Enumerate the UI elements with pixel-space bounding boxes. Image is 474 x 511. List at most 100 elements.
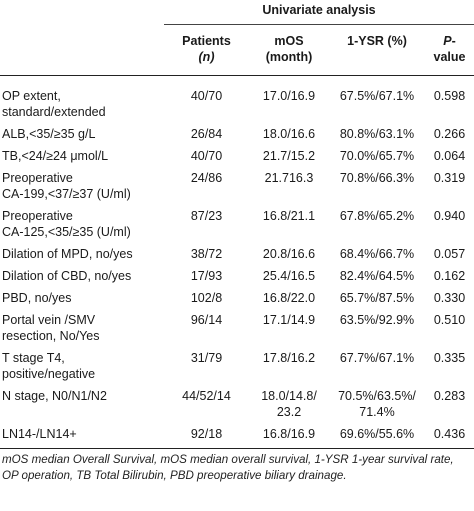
row-label-cell: ALB,<35/≥35 g/L <box>0 124 164 146</box>
row-label-cell: PBD, no/yes <box>0 288 164 310</box>
patients-cell: 44/52/14 <box>182 389 231 403</box>
pvalue-cell: 0.436 <box>433 427 466 441</box>
table-row: Preoperative CA-199,<37/≥37 (U/ml) 24/86 21… <box>0 168 474 206</box>
patients-column-header: Patients (n) <box>164 25 249 76</box>
row-label-cell-line: N stage, N0/N1/N2 <box>2 389 107 403</box>
mos-cell-line: 23.2 <box>276 405 302 419</box>
table-row: ALB,<35/≥35 g/L 26/84 18.0/16.6 80.8%/63.1%… <box>0 124 474 146</box>
row-label-cell-line: PBD, no/yes <box>2 291 72 305</box>
mos-column-header: mOS (month) <box>249 25 329 76</box>
patients-cell: 17/93 <box>190 269 223 283</box>
pvalue-column-header: P-value <box>425 25 474 76</box>
ysr-cell: 70.0%/65.7% <box>339 149 415 163</box>
patients-cell: 26/84 <box>190 127 223 141</box>
pvalue-cell: 0.510 <box>433 313 466 327</box>
patients-cell: 40/70 <box>190 149 223 163</box>
table-row: PBD, no/yes 102/8 16.8/22.0 65.7%/87.5% 0.33… <box>0 288 474 310</box>
pvalue-cell: 0.330 <box>433 291 466 305</box>
pvalue-cell: 0.162 <box>433 269 466 283</box>
mos-cell: 16.8/16.9 <box>262 427 316 441</box>
table-row: LN14-/LN14+ 92/18 16.8/16.9 69.6%/55.6% 0.43… <box>0 424 474 449</box>
row-label-cell-line: resection, No/Yes <box>2 329 100 343</box>
patients-cell: 24/86 <box>190 171 223 185</box>
patients-header-sub: (n) <box>198 50 215 64</box>
row-label-cell-line: LN14-/LN14+ <box>2 427 77 441</box>
mos-cell: 17.8/16.2 <box>262 351 316 365</box>
patients-cell: 102/8 <box>190 291 223 305</box>
row-label-cell: LN14-/LN14+ <box>0 424 164 449</box>
row-label-cell-line: OP extent, <box>2 89 61 103</box>
row-label-cell-line: positive/negative <box>2 367 96 381</box>
table-row: Portal vein /SMV resection, No/Yes 96/14 17… <box>0 310 474 348</box>
row-label-cell-line: Preoperative <box>2 171 73 185</box>
pvalue-cell: 0.598 <box>433 89 466 103</box>
row-label-cell-line: Preoperative <box>2 209 73 223</box>
row-label-cell: TB,<24/≥24 μmol/L <box>0 146 164 168</box>
row-label-cell: Dilation of MPD, no/yes <box>0 244 164 266</box>
row-label-cell: Portal vein /SMV resection, No/Yes <box>0 310 164 348</box>
footnote-line-2: OP operation, TB Total Bilirubin, PBD pr… <box>2 469 347 482</box>
patients-cell: 40/70 <box>190 89 223 103</box>
mos-cell: 18.0/16.6 <box>262 127 316 141</box>
patients-cell: 31/79 <box>190 351 223 365</box>
mos-cell: 18.0/14.8/23.2 <box>249 386 329 424</box>
mos-cell: 16.8/22.0 <box>262 291 316 305</box>
row-label-cell-line: Dilation of MPD, no/yes <box>2 247 133 261</box>
mos-cell-line: 18.0/14.8/ <box>261 389 317 403</box>
row-label-cell: OP extent, standard/extended <box>0 76 164 125</box>
table-body: OP extent, standard/extended 40/70 17.0/16.… <box>0 76 474 449</box>
blank-header-cell <box>0 0 164 25</box>
group-header-row: Univariate analysis <box>0 0 474 25</box>
table-row: TB,<24/≥24 μmol/L 40/70 21.7/15.2 70.0%/65.… <box>0 146 474 168</box>
ysr-cell: 70.5%/63.5%/ 71.4% <box>329 386 425 424</box>
pvalue-header-p: P <box>443 34 452 48</box>
table-row: OP extent, standard/extended 40/70 17.0/16.… <box>0 76 474 125</box>
row-label-cell-line: standard/extended <box>2 105 106 119</box>
mos-header-sub: (month) <box>265 50 313 64</box>
row-label-cell-line: CA-199,<37/≥37 (U/ml) <box>2 187 131 201</box>
univariate-table: Univariate analysis Patients (n) mOS (mo… <box>0 0 474 449</box>
mos-cell: 25.4/16.5 <box>262 269 316 283</box>
ysr-cell-line: 70.5%/63.5%/ <box>338 389 416 403</box>
row-label-cell: Preoperative CA-199,<37/≥37 (U/ml) <box>0 168 164 206</box>
mos-cell: 17.0/16.9 <box>262 89 316 103</box>
row-label-cell-line: TB,<24/≥24 μmol/L <box>2 149 109 163</box>
ysr-cell-line: 71.4% <box>359 405 395 419</box>
pvalue-cell: 0.335 <box>433 351 466 365</box>
ysr-cell: 67.5%/67.1% <box>339 89 415 103</box>
patients-cell: 92/18 <box>190 427 223 441</box>
ysr-cell: 63.5%/92.9% <box>339 313 415 327</box>
ysr-cell: 67.7%/67.1% <box>339 351 415 365</box>
row-label-cell: N stage, N0/N1/N2 <box>0 386 164 424</box>
pvalue-cell: 0.319 <box>433 171 466 185</box>
patients-cell: 96/14 <box>190 313 223 327</box>
pvalue-cell: 0.266 <box>433 127 466 141</box>
ysr-cell: 70.8%/66.3% <box>339 171 415 185</box>
ysr-column-header: 1-YSR (%) <box>347 34 407 48</box>
mos-header-text: mOS <box>274 34 304 48</box>
ysr-cell: 65.7%/87.5% <box>339 291 415 305</box>
ysr-cell: 69.6%/55.6% <box>339 427 415 441</box>
pvalue-header-rest: -value <box>433 34 466 64</box>
label-column-header <box>0 25 164 76</box>
table-row: T stage T4, positive/negative 31/79 17.8/16… <box>0 348 474 386</box>
table-footnote: mOS median Overall Survival, mOS median … <box>0 449 474 484</box>
ysr-cell: 67.8%/65.2% <box>339 209 415 223</box>
mos-cell: 17.1/14.9 <box>262 313 316 327</box>
row-label-cell-line: Portal vein /SMV <box>2 313 96 327</box>
row-label-cell: Preoperative CA-125,<35/≥35 (U/ml) <box>0 206 164 244</box>
univariate-group-header: Univariate analysis <box>164 0 474 25</box>
patients-header-text: Patients <box>182 34 231 48</box>
patients-cell: 38/72 <box>190 247 223 261</box>
ysr-cell: 82.4%/64.5% <box>339 269 415 283</box>
pvalue-cell: 0.283 <box>433 389 466 403</box>
mos-cell: 20.8/16.6 <box>262 247 316 261</box>
table-row: Dilation of MPD, no/yes 38/72 20.8/16.6 68.… <box>0 244 474 266</box>
column-header-row: Patients (n) mOS (month) 1-YSR (%) P-val… <box>0 25 474 76</box>
row-label-cell-line: ALB,<35/≥35 g/L <box>2 127 96 141</box>
pvalue-cell: 0.940 <box>433 209 466 223</box>
mos-cell: 16.8/21.1 <box>262 209 316 223</box>
row-label-cell-line: Dilation of CBD, no/yes <box>2 269 132 283</box>
row-label-cell-line: CA-125,<35/≥35 (U/ml) <box>2 225 131 239</box>
